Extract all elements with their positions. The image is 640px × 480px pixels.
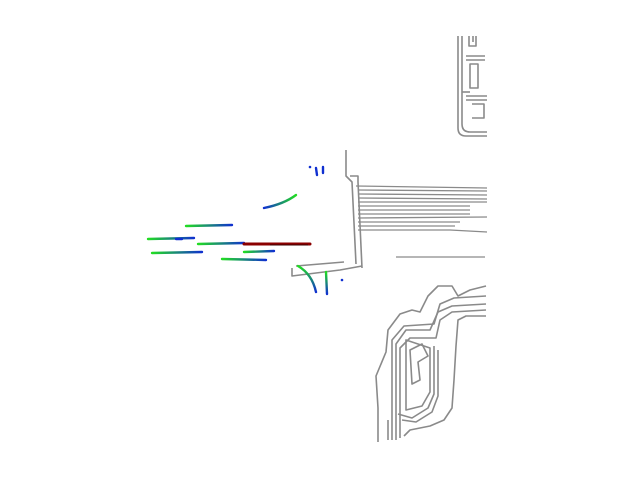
intersection-edges [291, 150, 363, 277]
trajectory-track [262, 193, 298, 210]
trajectory-track [146, 236, 196, 241]
trajectory-track [150, 250, 204, 255]
trajectory-track [314, 166, 319, 177]
bottom-right-lot [375, 285, 487, 442]
agent-trajectories [146, 165, 344, 296]
top-right-lot [457, 36, 487, 137]
parking-lanes [355, 185, 488, 258]
trajectory-track [220, 257, 268, 262]
trajectory-track [324, 270, 329, 296]
trajectory-point [308, 165, 312, 169]
trajectory-track [242, 249, 276, 254]
trajectory-point [340, 278, 344, 282]
trajectory-track [184, 223, 234, 228]
map-lane-lines [291, 36, 488, 442]
ego-trajectory [242, 242, 312, 246]
trajectory-track [296, 264, 318, 294]
trajectory-track [196, 241, 246, 246]
